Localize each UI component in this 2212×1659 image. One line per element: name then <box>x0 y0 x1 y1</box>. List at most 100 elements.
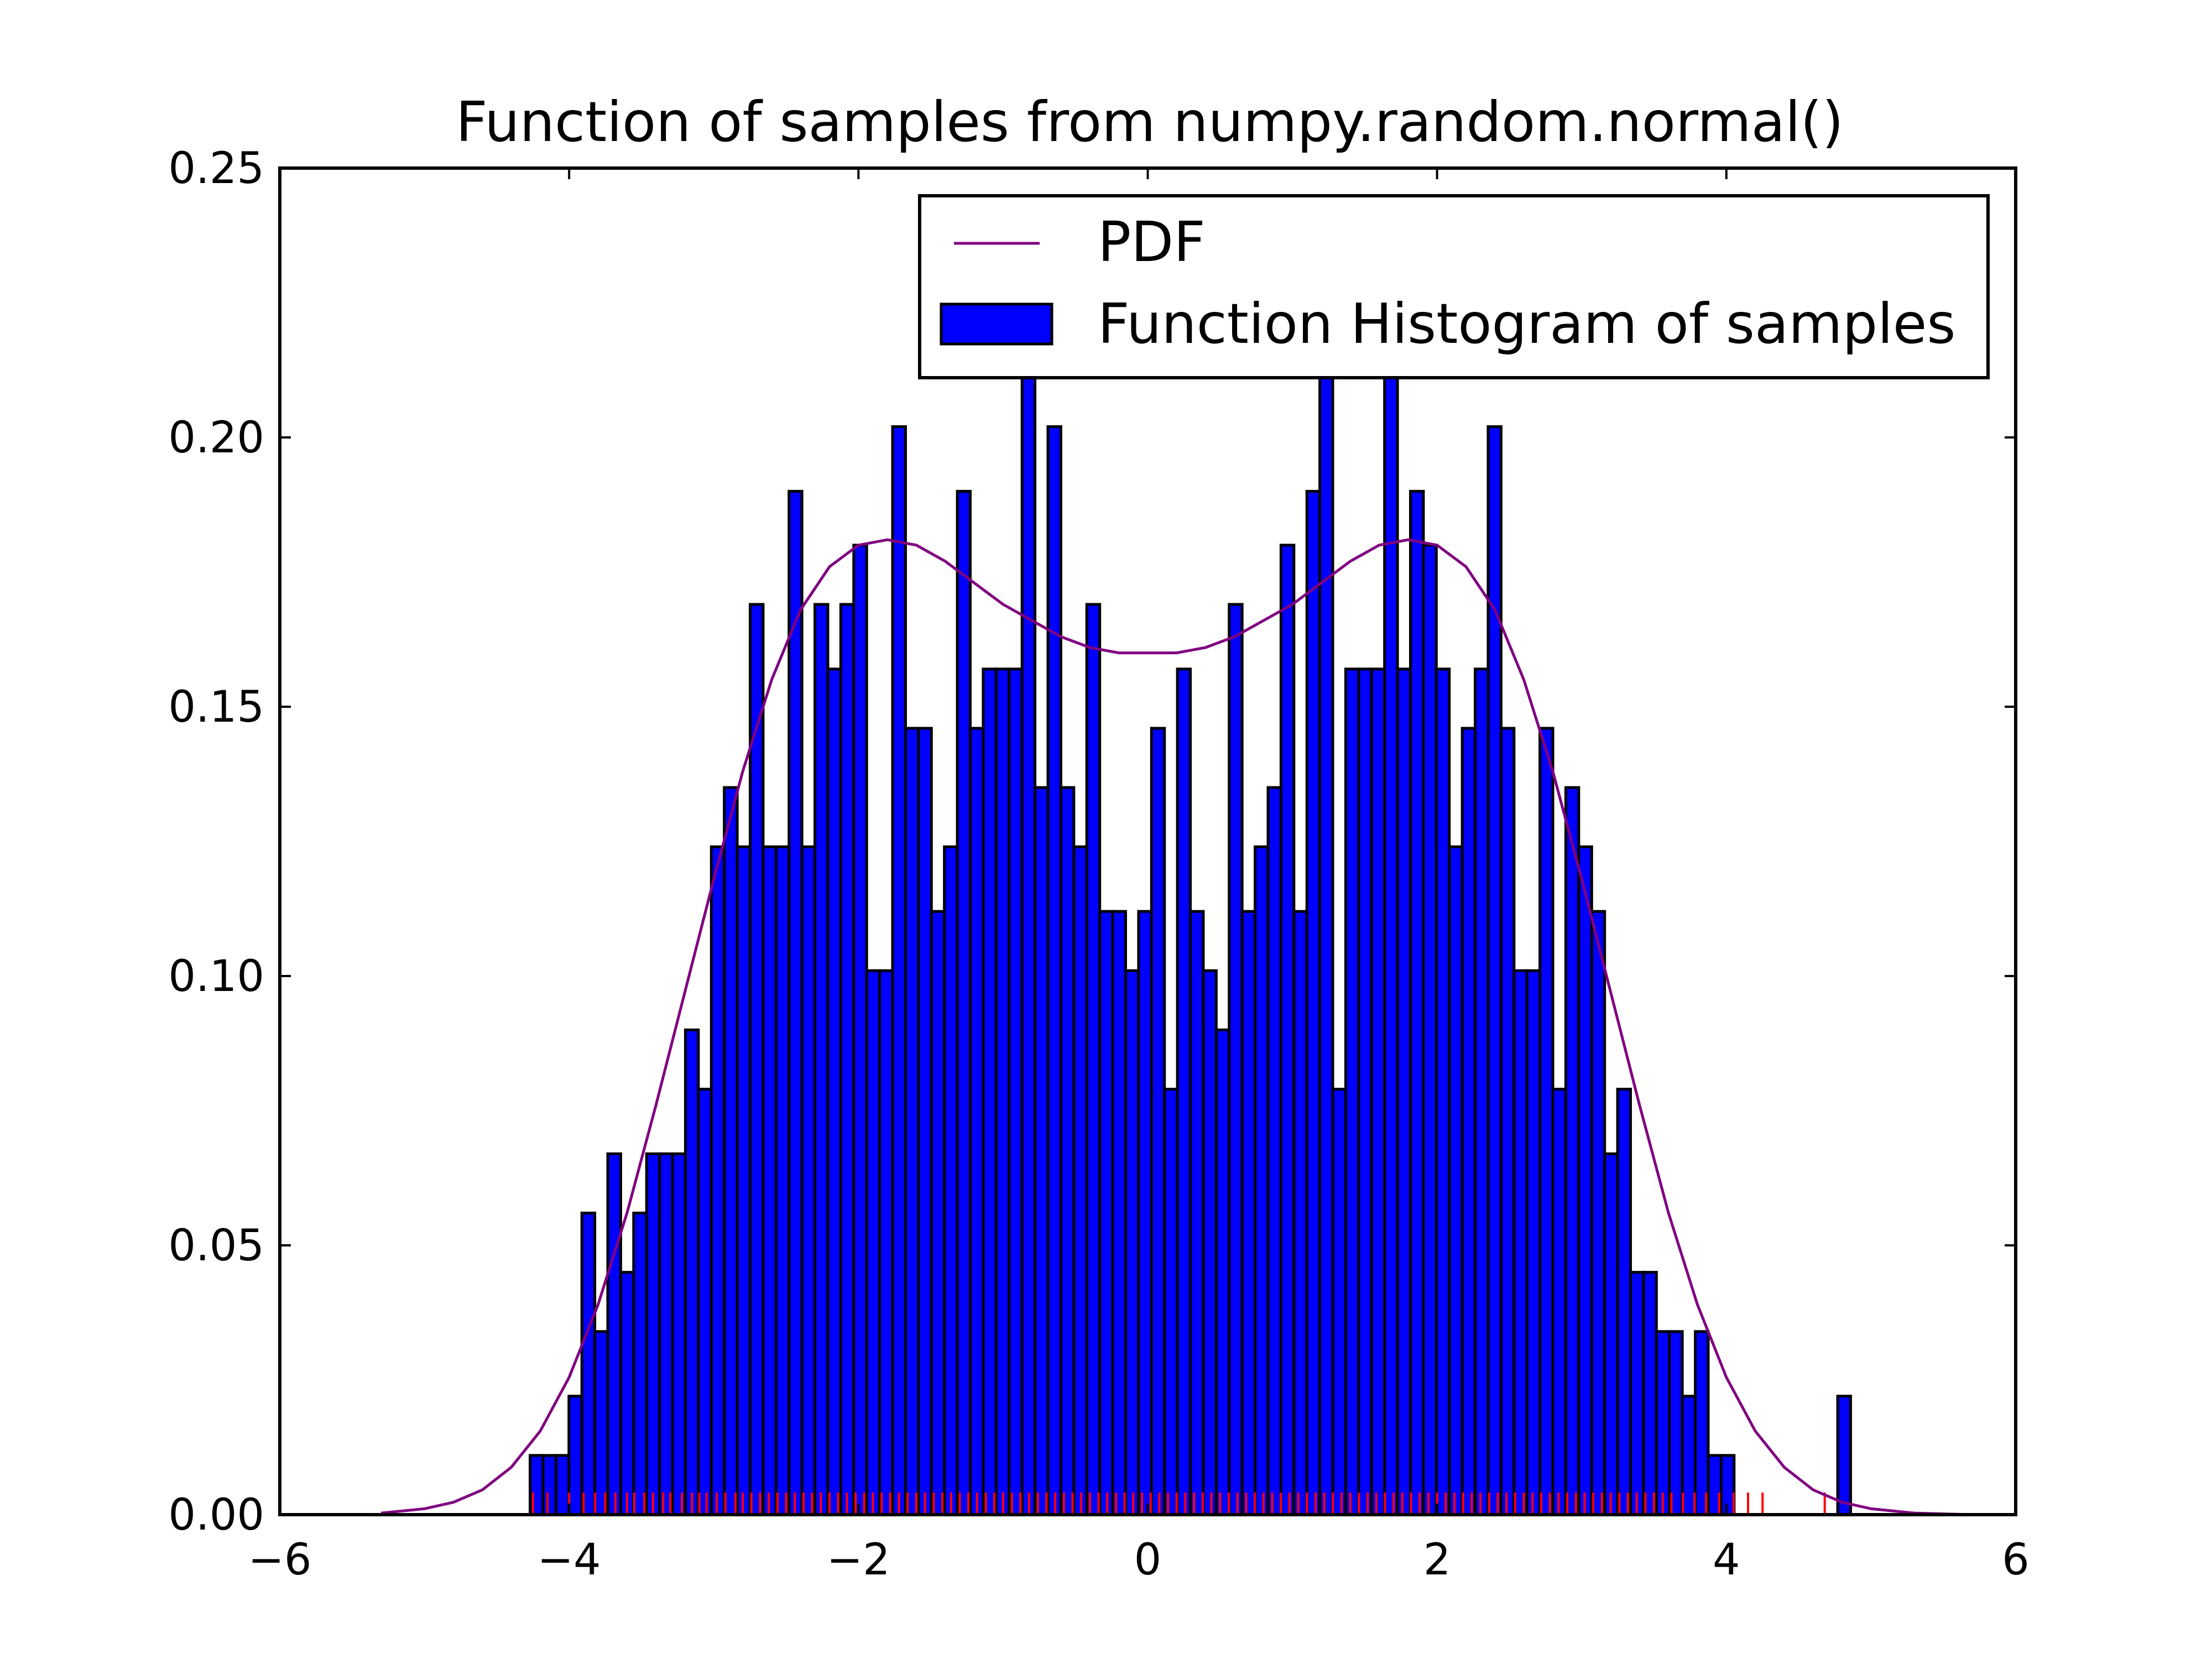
histogram-bar <box>1008 667 1024 1516</box>
x-tick-label: 2 <box>1423 1535 1451 1585</box>
histogram-bar <box>541 1454 557 1516</box>
histogram-bar <box>1111 910 1127 1516</box>
histogram-bar <box>1266 786 1282 1516</box>
histogram-bar <box>684 1028 700 1516</box>
histogram-bar <box>1836 1395 1853 1516</box>
x-tick-label: 6 <box>2002 1535 2030 1585</box>
histogram-bar <box>1034 786 1050 1516</box>
histogram-bar <box>994 667 1011 1516</box>
histogram-bar <box>1512 969 1528 1516</box>
histogram-bar <box>1396 667 1412 1516</box>
x-tick-label: 0 <box>1134 1535 1162 1585</box>
histogram-bar <box>943 845 959 1516</box>
histogram-bar <box>1383 366 1399 1516</box>
histogram-bar <box>852 544 868 1516</box>
histogram-bar <box>1629 1271 1645 1516</box>
histogram-bar <box>1176 667 1192 1516</box>
y-tick-label: 0.10 <box>168 952 264 1001</box>
histogram-bar <box>1228 603 1244 1516</box>
histogram-bar <box>1486 425 1503 1516</box>
histogram-bar <box>1137 910 1153 1516</box>
histogram-bar <box>1059 786 1076 1516</box>
y-tick-label: 0.25 <box>168 144 264 194</box>
histogram-bar <box>787 489 804 1516</box>
histogram-bar <box>1331 1088 1347 1516</box>
histogram-bar <box>1590 910 1606 1516</box>
histogram-bar <box>1344 667 1360 1516</box>
histogram-bar <box>697 1088 713 1516</box>
histogram-bar <box>1603 1152 1619 1516</box>
sample-rug <box>531 1493 1826 1515</box>
histogram-bar <box>813 603 830 1516</box>
histogram-bar <box>554 1454 571 1516</box>
histogram-bar <box>1551 1088 1567 1516</box>
legend-box <box>918 194 1990 379</box>
x-tick-label: −2 <box>827 1535 890 1585</box>
histogram-bar <box>723 786 739 1516</box>
histogram-bar <box>1305 489 1322 1516</box>
histogram-bar <box>774 845 791 1516</box>
histogram-bar <box>956 489 972 1516</box>
histogram-bar <box>800 845 817 1516</box>
histogram-bar <box>1370 667 1386 1516</box>
histogram-bar <box>1616 1088 1632 1516</box>
histogram-bar <box>1719 1454 1736 1516</box>
histogram-bar <box>1681 1395 1697 1516</box>
histogram-bar <box>1318 366 1334 1516</box>
histogram-bar <box>1020 366 1037 1516</box>
x-tick-label: −4 <box>538 1535 601 1585</box>
histogram-bar <box>1474 667 1490 1516</box>
histogram-bar <box>761 845 778 1516</box>
histogram-bar <box>1254 845 1270 1516</box>
histogram-bar <box>1150 727 1166 1516</box>
histogram-bar <box>580 1212 597 1516</box>
histogram-bar <box>593 1330 609 1516</box>
pdf-line <box>380 538 1973 1516</box>
histogram-bar <box>1279 544 1296 1516</box>
histogram-bar <box>645 1152 661 1516</box>
histogram-bar <box>826 667 842 1516</box>
histogram-bar <box>1434 667 1451 1516</box>
y-tick-label: 0.20 <box>168 413 264 463</box>
legend-label-histogram: Function Histogram of samples <box>1098 291 1956 356</box>
histogram-bar <box>917 727 933 1516</box>
histogram-bar <box>1409 489 1425 1516</box>
histogram-bar <box>1694 1330 1710 1516</box>
histogram-bar <box>891 425 907 1516</box>
histogram-bar <box>1538 727 1554 1516</box>
histogram-bar <box>1448 845 1464 1516</box>
histogram-bar <box>969 727 985 1516</box>
legend-swatch-histogram <box>940 302 1053 346</box>
histogram-bar <box>930 910 946 1516</box>
histogram-bar <box>632 1212 648 1516</box>
legend-label-pdf: PDF <box>1098 210 1206 274</box>
histogram-bar <box>1085 603 1102 1516</box>
histogram-bar <box>1422 544 1438 1516</box>
histogram-bar <box>1564 786 1580 1516</box>
histogram-bar <box>1240 910 1257 1516</box>
y-tick-label: 0.15 <box>168 682 264 732</box>
histogram-bar <box>671 1152 687 1516</box>
histogram-bar <box>1525 969 1542 1516</box>
axis-ticks: −6 −4 −2 0 2 4 6 0.00 0.05 0.10 0.15 0.20 0.25 <box>168 144 2029 1585</box>
histogram-bar <box>1098 910 1114 1516</box>
histogram-bar <box>839 603 855 1516</box>
histogram-bar <box>1460 727 1477 1516</box>
histogram-bar <box>1655 1330 1671 1516</box>
histogram-bar <box>1202 969 1218 1516</box>
histogram-bar <box>567 1395 583 1516</box>
histogram-bar <box>1214 1028 1231 1516</box>
histogram-bar <box>619 1271 635 1516</box>
histogram-bar <box>1499 727 1516 1516</box>
histogram-bar <box>1189 910 1205 1516</box>
histogram-bar <box>904 727 920 1516</box>
histogram-bar <box>1163 1088 1179 1516</box>
histogram-bar <box>658 1152 674 1516</box>
histogram-bar <box>709 845 726 1516</box>
y-tick-label: 0.05 <box>168 1221 264 1271</box>
histogram-bar <box>1642 1271 1658 1516</box>
histogram-bar <box>1357 667 1373 1516</box>
histogram-bar <box>1577 845 1593 1516</box>
x-tick-label: −6 <box>248 1535 312 1585</box>
